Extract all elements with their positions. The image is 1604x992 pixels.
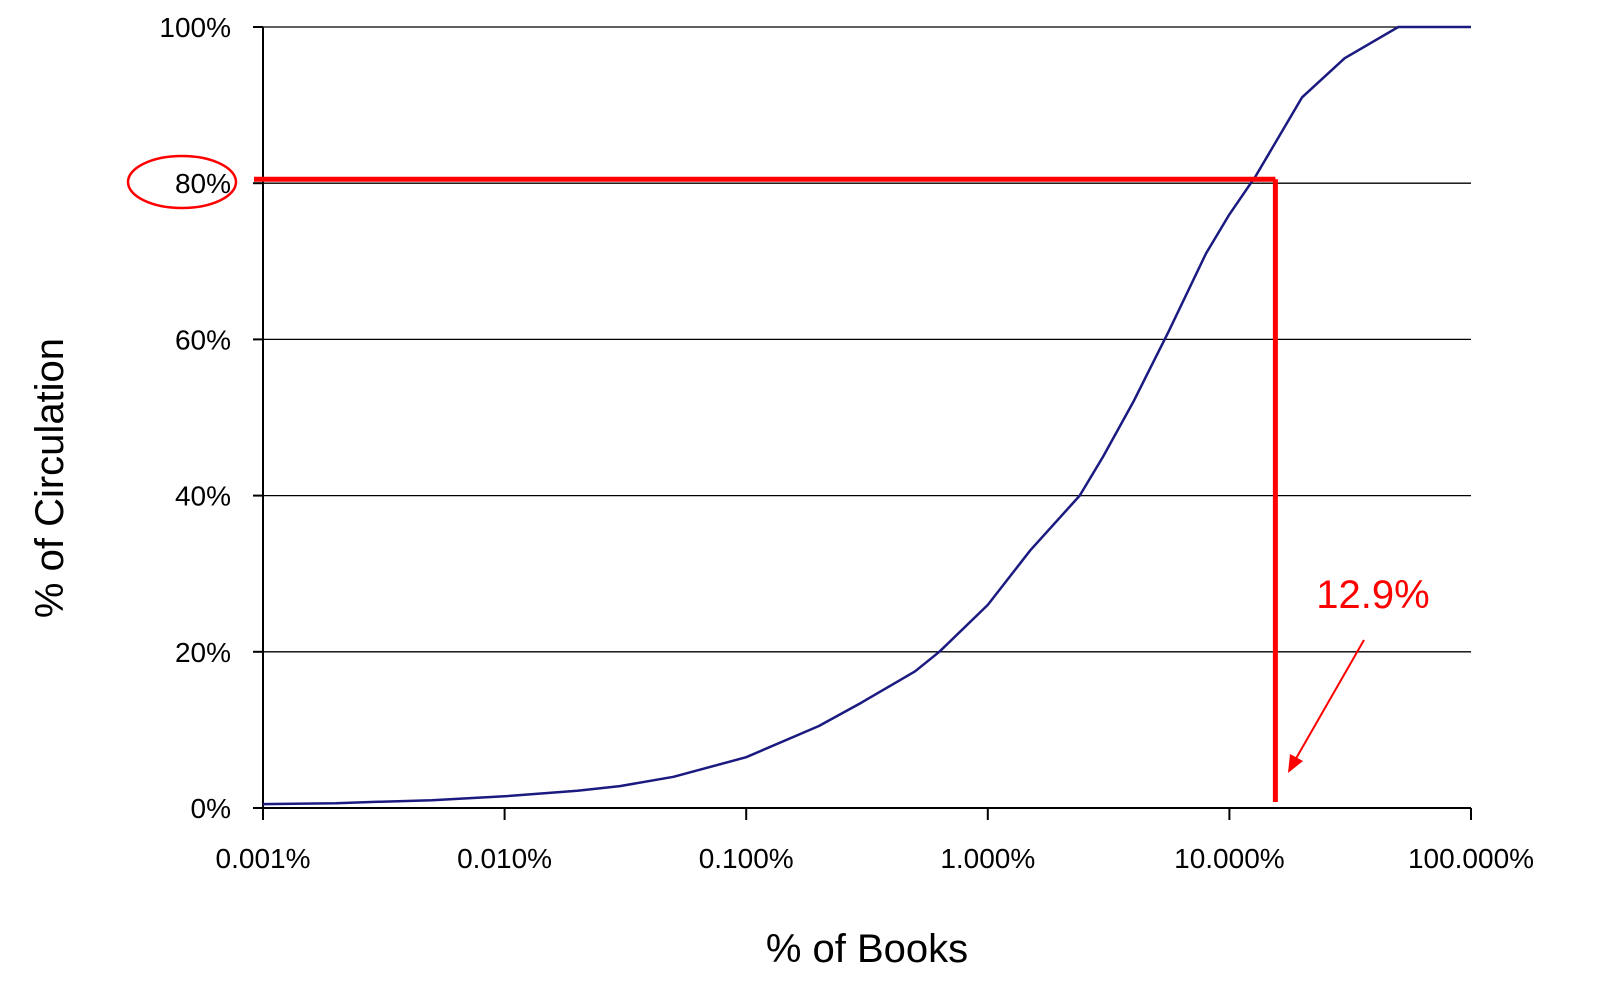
annotation-arrow-head [1288,754,1303,773]
x-axis-title: % of Books [766,927,968,971]
series-group [262,25,1471,806]
y-tick-label: 0% [191,793,231,824]
x-tick-label: 100.000% [1408,843,1534,874]
y-tick-label: 80% [175,168,231,199]
x-tick-label: 0.010% [457,843,552,874]
x-tick-label: 10.000% [1174,843,1285,874]
x-tick-label: 0.100% [699,843,794,874]
y-tick-labels: 0% 20% 40% 60% 80% 100% [159,12,231,824]
threshold-x-label: 12.9% [1316,573,1429,617]
y-tick-label: 100% [159,12,231,43]
axes [253,26,1472,820]
annotations: 12.9% [126,154,1430,802]
x-tick-label: 0.001% [216,843,311,874]
annotation-arrow-shaft [1293,639,1365,763]
x-tick-label: 1.000% [940,843,1035,874]
x-tick-labels: 0.001% 0.010% 0.100% 1.000% 10.000% 100.000% [216,843,1535,874]
y-tick-label: 60% [175,324,231,355]
y-axis-title: % of Circulation [28,338,72,618]
y-tick-label: 40% [175,481,231,512]
series-line-0 [262,25,1471,806]
gridlines [263,26,1471,653]
circle-80-percent [126,154,238,210]
y-tick-label: 20% [175,637,231,668]
